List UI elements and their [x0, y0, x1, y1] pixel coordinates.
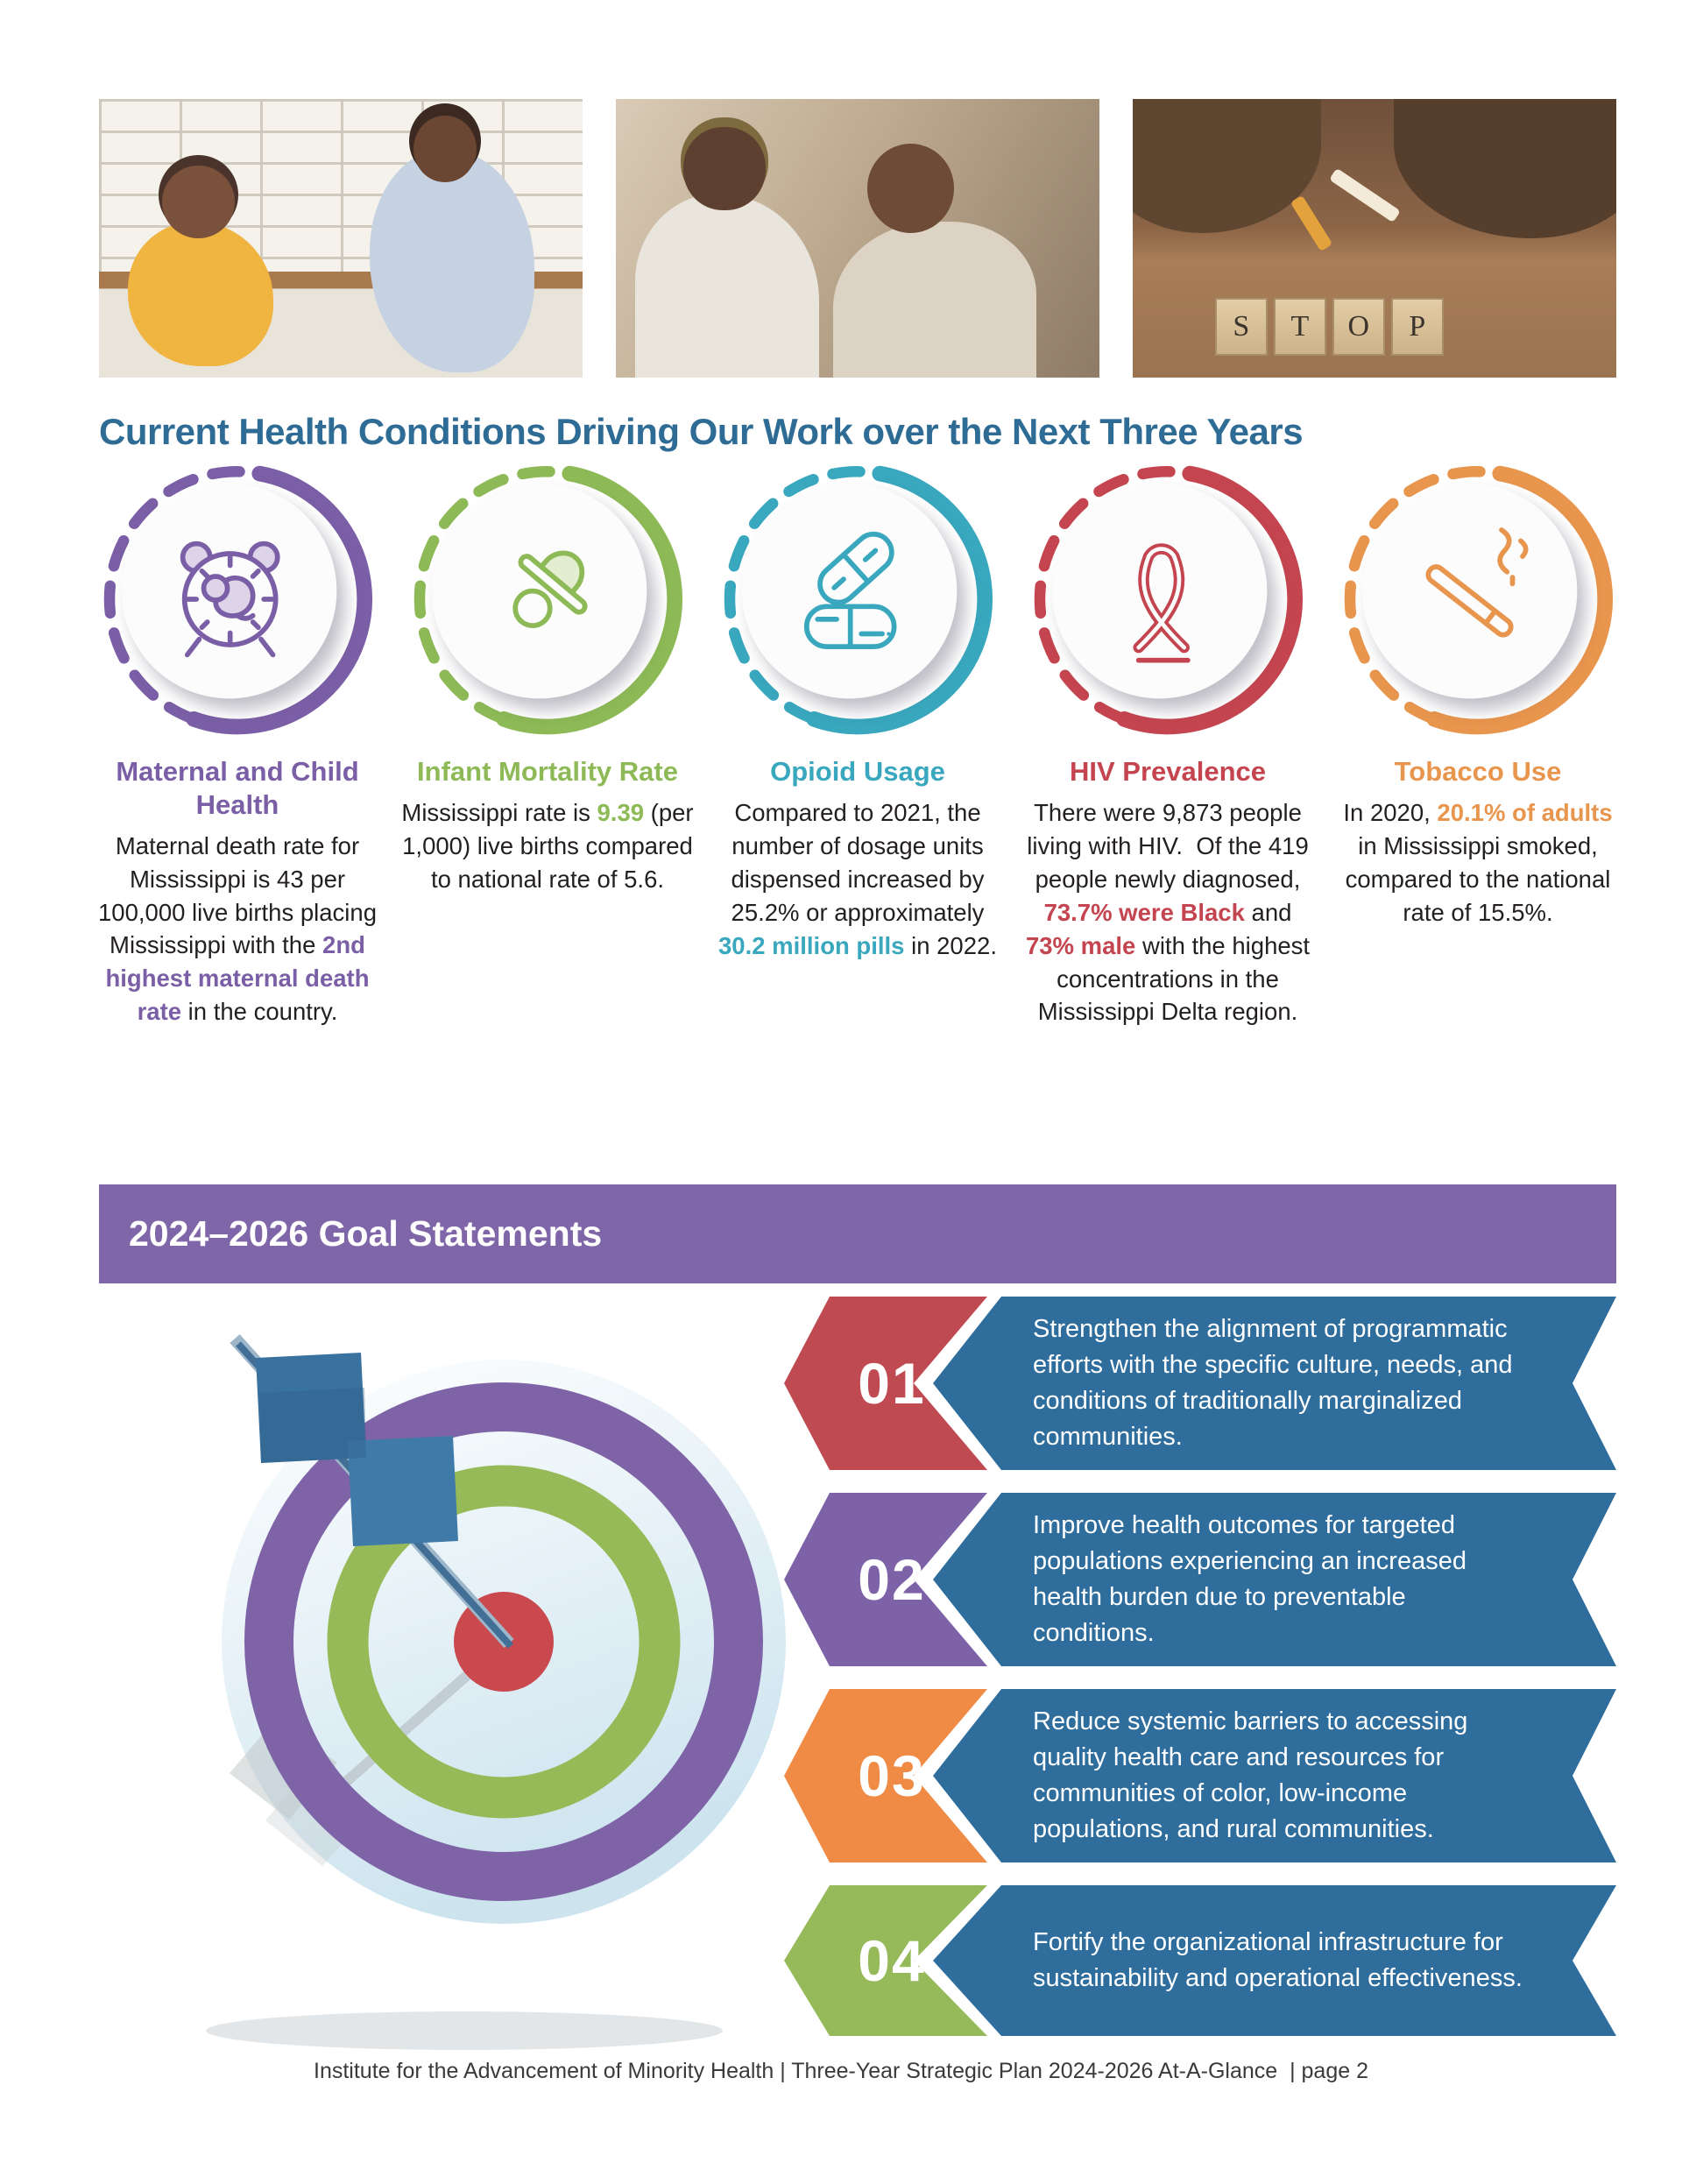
condition-card-hiv-prevalence: HIV Prevalence There were 9,873 people l… [1013, 463, 1323, 1028]
person-a-head [683, 126, 767, 211]
pills-icon [803, 531, 897, 649]
condition-body: Mississippi rate is 9.39 (per 1,000) liv… [401, 798, 701, 893]
person-b-head [867, 143, 955, 233]
letter-block: P [1390, 297, 1444, 356]
goal-statement: Strengthen the alignment of programmatic… [933, 1297, 1616, 1470]
condition-card-infant-mortality: Infant Mortality Rate Mississippi rate i… [392, 463, 703, 1028]
person-a-body [635, 194, 819, 378]
tobacco-use-ring [1344, 465, 1614, 735]
awareness-ribbon-icon [1133, 543, 1191, 663]
goal-row-4: 04 Fortify the organizational infrastruc… [784, 1885, 1616, 2036]
cigarette-half [1328, 167, 1402, 223]
goal-statements-title: 2024–2026 Goal Statements [129, 1213, 603, 1254]
middle-ring [327, 1465, 681, 1819]
goal-number: 03 [858, 1743, 926, 1808]
letter-block: T [1273, 297, 1326, 356]
hiv-prevalence-ring [1034, 465, 1304, 735]
person-b-body [833, 221, 1037, 378]
arrow [230, 1333, 514, 1649]
mother-figure [370, 149, 534, 372]
goal-number: 04 [858, 1928, 926, 1993]
condition-body: There were 9,873 people living with HIV.… [1025, 798, 1317, 1026]
opioid-usage-ring [724, 465, 993, 735]
cigarette-icon [1425, 527, 1529, 638]
photo-strip: S T O P [99, 99, 1616, 378]
goal-statements-list: 01 Strengthen the alignment of programma… [784, 1297, 1616, 2036]
goal-statements-banner: 2024–2026 Goal Statements [99, 1184, 1616, 1283]
condition-title: Opioid Usage [770, 756, 945, 787]
letter-block: O [1332, 297, 1385, 356]
letter-block: S [1214, 297, 1268, 356]
condition-title: HIV Prevalence [1069, 756, 1267, 787]
condition-card-tobacco-use: Tobacco Use In 2020, 20.1% of adults in … [1323, 463, 1633, 1028]
goal-row-2: 02 Improve health outcomes for targeted … [784, 1493, 1616, 1666]
health-conditions-row: Maternal and Child Health Maternal death… [82, 463, 1633, 1028]
goal-number: 02 [858, 1547, 926, 1612]
mother-head [413, 116, 477, 183]
condition-body: Compared to 2021, the number of dosage u… [718, 798, 997, 959]
outer-ring [244, 1382, 763, 1901]
breaking-cigarette-photo: S T O P [1133, 99, 1616, 378]
page-title: Current Health Conditions Driving Our Wo… [99, 411, 1304, 453]
condition-card-maternal-child-health: Maternal and Child Health Maternal death… [82, 463, 392, 1028]
left-hand [1133, 99, 1322, 233]
bullseye-target-graphic [206, 1333, 786, 2050]
goal-row-1: 01 Strengthen the alignment of programma… [784, 1297, 1616, 1470]
condition-title: Tobacco Use [1394, 756, 1562, 787]
condition-title: Infant Mortality Rate [417, 756, 678, 787]
baby-clock-icon [180, 541, 280, 658]
ground-shadow [206, 2011, 723, 2050]
condition-card-opioid-usage: Opioid Usage Compared to 2021, the numbe… [703, 463, 1013, 1028]
child-head [161, 166, 235, 238]
goal-statement: Fortify the organizational infrastructur… [933, 1885, 1616, 2036]
goal-statement-text: Fortify the organizational infrastructur… [1033, 1927, 1523, 1992]
condition-title: Maternal and Child Health [116, 756, 359, 820]
stop-letter-blocks: S T O P [1214, 297, 1444, 356]
goal-number: 01 [858, 1351, 926, 1416]
goal-statement-text: Strengthen the alignment of programmatic… [1033, 1314, 1513, 1452]
page-footer: Institute for the Advancement of Minorit… [314, 2059, 1368, 2083]
goal-statement-text: Improve health outcomes for targeted pop… [1033, 1510, 1466, 1648]
condition-body: In 2020, 20.1% of adults in Mississippi … [1343, 798, 1620, 926]
condition-body: Maternal death rate for Mississippi is 4… [98, 831, 384, 1026]
cigarette-half [1290, 194, 1333, 251]
infant-mortality-ring [413, 465, 683, 735]
goal-row-3: 03 Reduce systemic barriers to accessing… [784, 1689, 1616, 1862]
mother-and-child-photo [99, 99, 583, 378]
young-couple-photo [616, 99, 1099, 378]
child-figure [128, 221, 273, 367]
goal-statement-text: Reduce systemic barriers to accessing qu… [1033, 1707, 1468, 1844]
goal-statement: Reduce systemic barriers to accessing qu… [933, 1689, 1616, 1862]
right-hand [1394, 99, 1616, 238]
maternal-health-ring [103, 465, 373, 735]
goal-statement: Improve health outcomes for targeted pop… [933, 1493, 1616, 1666]
pacifier-icon [512, 550, 588, 628]
